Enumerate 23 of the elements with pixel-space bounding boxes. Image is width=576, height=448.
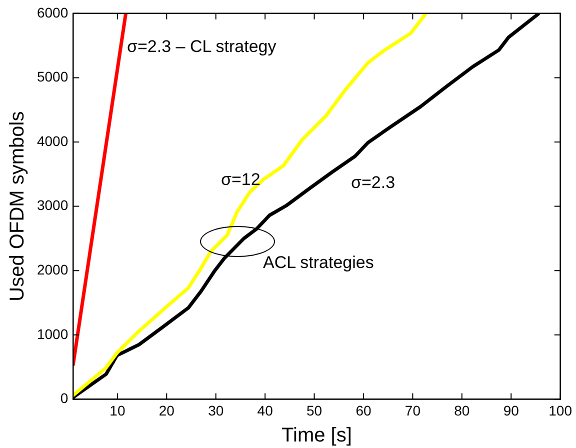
y-tick-label: 2000 <box>36 261 68 278</box>
x-tick-label: 30 <box>208 402 224 418</box>
y-tick-label: 5000 <box>36 68 68 85</box>
x-tick-label: 100 <box>548 402 572 418</box>
y-tick-label: 3000 <box>36 197 68 214</box>
x-tick-label: 10 <box>110 402 126 418</box>
x-tick-label: 70 <box>404 402 421 418</box>
y-axis-title: Used OFDM symbols <box>6 111 29 302</box>
y-tick-label: 0 <box>60 390 68 406</box>
annotation: ACL strategies <box>263 253 374 273</box>
x-tick-label: 20 <box>158 402 175 418</box>
x-tick-label: 90 <box>503 402 520 418</box>
y-tick-label: 4000 <box>36 132 68 149</box>
annotation: σ=2.3 – CL strategy <box>127 37 276 57</box>
x-tick-label: 60 <box>356 402 372 418</box>
y-tick-label: 1000 <box>36 326 68 342</box>
x-tick-label: 50 <box>306 402 322 418</box>
annotation: σ=12 <box>221 170 260 190</box>
annotation: σ=2.3 <box>351 173 396 193</box>
y-tick-label: 6000 <box>36 4 68 20</box>
x-tick-label: 40 <box>257 402 274 418</box>
x-axis-title: Time [s] <box>282 424 352 447</box>
x-tick-label: 80 <box>454 402 470 418</box>
